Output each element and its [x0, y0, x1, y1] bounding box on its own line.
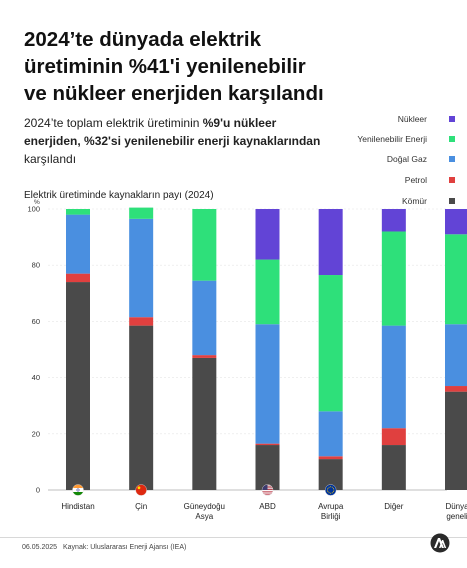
bar-segment — [129, 207, 154, 219]
bar-segment — [129, 325, 154, 490]
bar-segment — [445, 391, 467, 490]
y-axis-unit-label: % — [34, 199, 40, 206]
bar-segment — [445, 386, 467, 392]
legend-item: Nükleer — [305, 112, 455, 126]
y-tick-label: 40 — [32, 373, 40, 382]
usa-flag — [261, 484, 274, 496]
legend-swatch — [449, 198, 455, 204]
bar-segment — [192, 209, 217, 281]
subtitle: 2024’te toplam elektrik üretiminin %9'u … — [24, 114, 324, 168]
bar-segment — [445, 209, 467, 235]
legend-item: Yenilenebilir Enerji — [305, 132, 455, 146]
footer-date: 06.05.2025 — [22, 544, 58, 551]
legend-swatch — [449, 136, 455, 142]
subtitle-part-2: %9'u nükleer enerjiden, %32'si yenileneb… — [24, 116, 321, 148]
x-tick-label: Birliği — [321, 512, 341, 521]
x-tick-label: Çin — [135, 502, 147, 511]
bar-segment — [381, 231, 406, 326]
y-tick-label: 0 — [36, 486, 40, 495]
legend-swatch — [449, 116, 455, 122]
bar-segment — [381, 445, 406, 490]
bar-segment — [318, 456, 343, 460]
bar-segment — [318, 275, 343, 412]
bar-segment — [192, 355, 217, 358]
bar-segment — [255, 445, 280, 490]
legend-label: Yenilenebilir Enerji — [357, 134, 427, 144]
y-tick-label: 80 — [32, 261, 40, 270]
india-flag — [72, 484, 84, 496]
x-tick-label: ABD — [259, 502, 276, 511]
x-tick-label: Asya — [195, 512, 213, 521]
legend-label: Petrol — [404, 175, 427, 185]
subtitle-part-3: karşılandı — [24, 152, 77, 166]
bar-segment — [318, 411, 343, 457]
agency-logo-icon — [430, 533, 450, 553]
bar-segment — [255, 443, 280, 446]
bar-segment — [381, 428, 406, 446]
bar-segment — [66, 282, 90, 490]
bar-segment — [192, 357, 217, 490]
x-tick-label: Hindistan — [61, 502, 94, 511]
x-tick-label: Dünya — [445, 502, 467, 511]
bar-segment — [381, 209, 406, 232]
bar-segment — [318, 209, 343, 276]
subtitle-part-1: 2024’te toplam elektrik üretiminin — [24, 116, 203, 130]
x-tick-label: Güneydoğu — [184, 502, 225, 511]
bar-segment — [445, 324, 467, 387]
bar-segment — [445, 234, 467, 325]
legend-item: Doğal Gaz — [305, 152, 455, 166]
y-tick-label: 20 — [32, 429, 40, 438]
y-tick-label: 60 — [32, 317, 40, 326]
bar-segment — [66, 273, 90, 283]
bar-segment — [129, 317, 154, 326]
x-tick-label: geneli — [446, 512, 467, 521]
legend-label: Doğal Gaz — [386, 154, 427, 164]
legend-swatch — [449, 156, 455, 162]
bar-segment — [255, 324, 280, 444]
chart-title: Elektrik üretiminde kaynakların payı (20… — [24, 190, 214, 201]
legend-item: Petrol — [305, 173, 455, 187]
bar-segment — [255, 259, 280, 325]
bar-segment — [66, 209, 90, 215]
china-flag — [135, 484, 147, 496]
x-tick-label: Avrupa — [318, 502, 344, 511]
legend-item: Kömür — [305, 194, 455, 208]
bar-segment — [255, 209, 280, 260]
bar-segment — [192, 280, 217, 356]
page-title: 2024’te dünyada elektrik üretiminin %41'… — [24, 28, 324, 105]
footer-source: Kaynak: Uluslararası Enerji Ajansı (IEA) — [63, 544, 187, 551]
bar-segment — [66, 214, 90, 274]
bar-segment — [129, 218, 154, 318]
legend-label: Kömür — [401, 196, 427, 206]
legend-swatch — [449, 177, 455, 183]
legend-label: Nükleer — [397, 114, 427, 124]
y-tick-label: 100 — [27, 205, 40, 214]
eu-flag — [324, 484, 337, 496]
bar-segment — [381, 325, 406, 429]
x-tick-label: Diğer — [384, 502, 403, 511]
footer-divider — [0, 537, 467, 538]
